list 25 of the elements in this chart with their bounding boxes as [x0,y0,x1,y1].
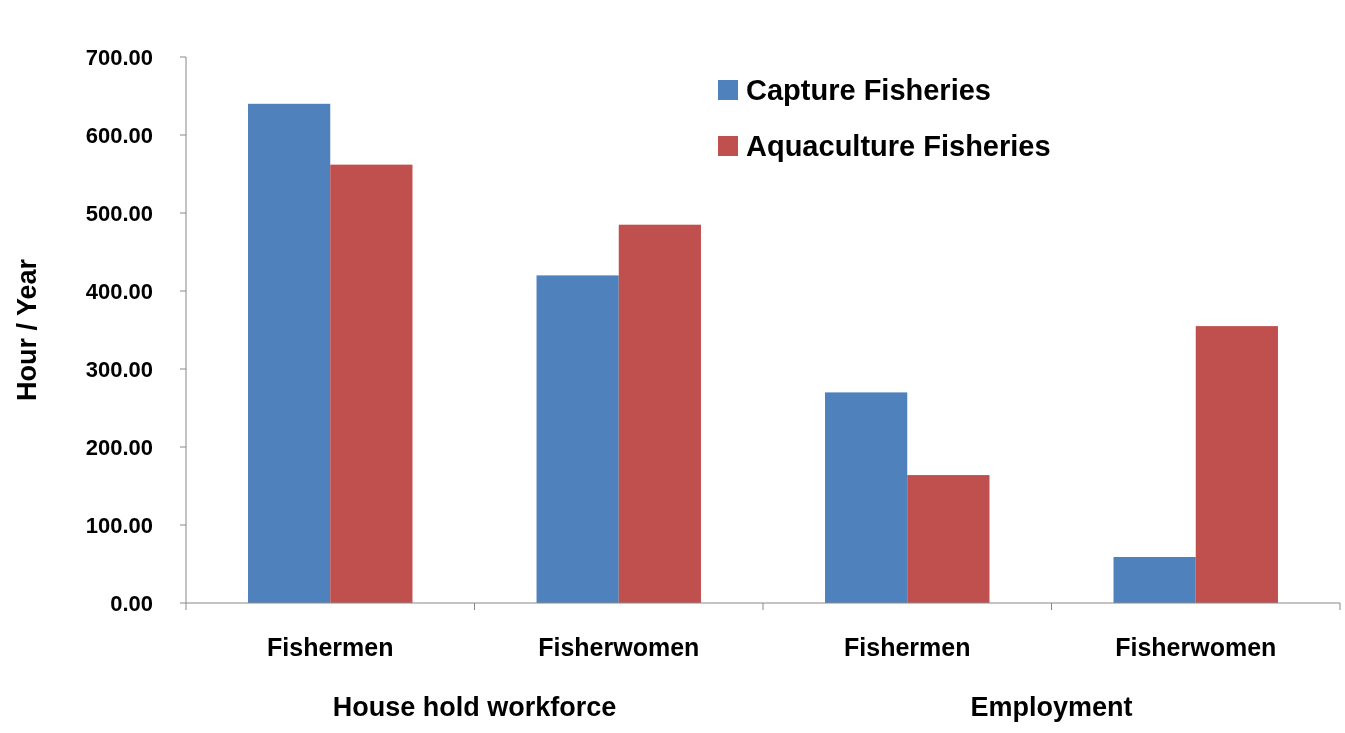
text: Employment [970,692,1133,722]
bar [330,164,413,603]
y-tick-label: 600.00 [85,122,153,148]
x-tick-label: Fisherwomen [1115,633,1277,661]
x-tick-label: Fisherwomen [538,633,700,661]
y-tick-label: 500.00 [85,200,153,226]
y-tick-label: 400.00 [85,278,153,304]
bar [1195,326,1278,603]
y-tick-label: 300.00 [85,356,153,382]
bar [1113,556,1196,603]
bar [248,103,331,603]
x-tick-label: Fishermen [267,633,394,661]
bar [618,224,701,603]
legend-label: Capture Fisheries [746,74,991,107]
legend-label: Aquaculture Fisheries [746,130,1051,163]
y-tick-label: 100.00 [85,512,153,538]
bar [825,392,908,603]
y-tick-label: 200.00 [85,434,153,460]
y-axis-title: Hour / Year [12,258,42,402]
y-tick-label: 0.00 [110,590,153,616]
text: House hold workforce [332,692,617,722]
y-tick-label: 700.00 [85,44,153,70]
x-tick-label: Fishermen [844,633,971,661]
bar [536,275,619,603]
bar [907,475,990,603]
